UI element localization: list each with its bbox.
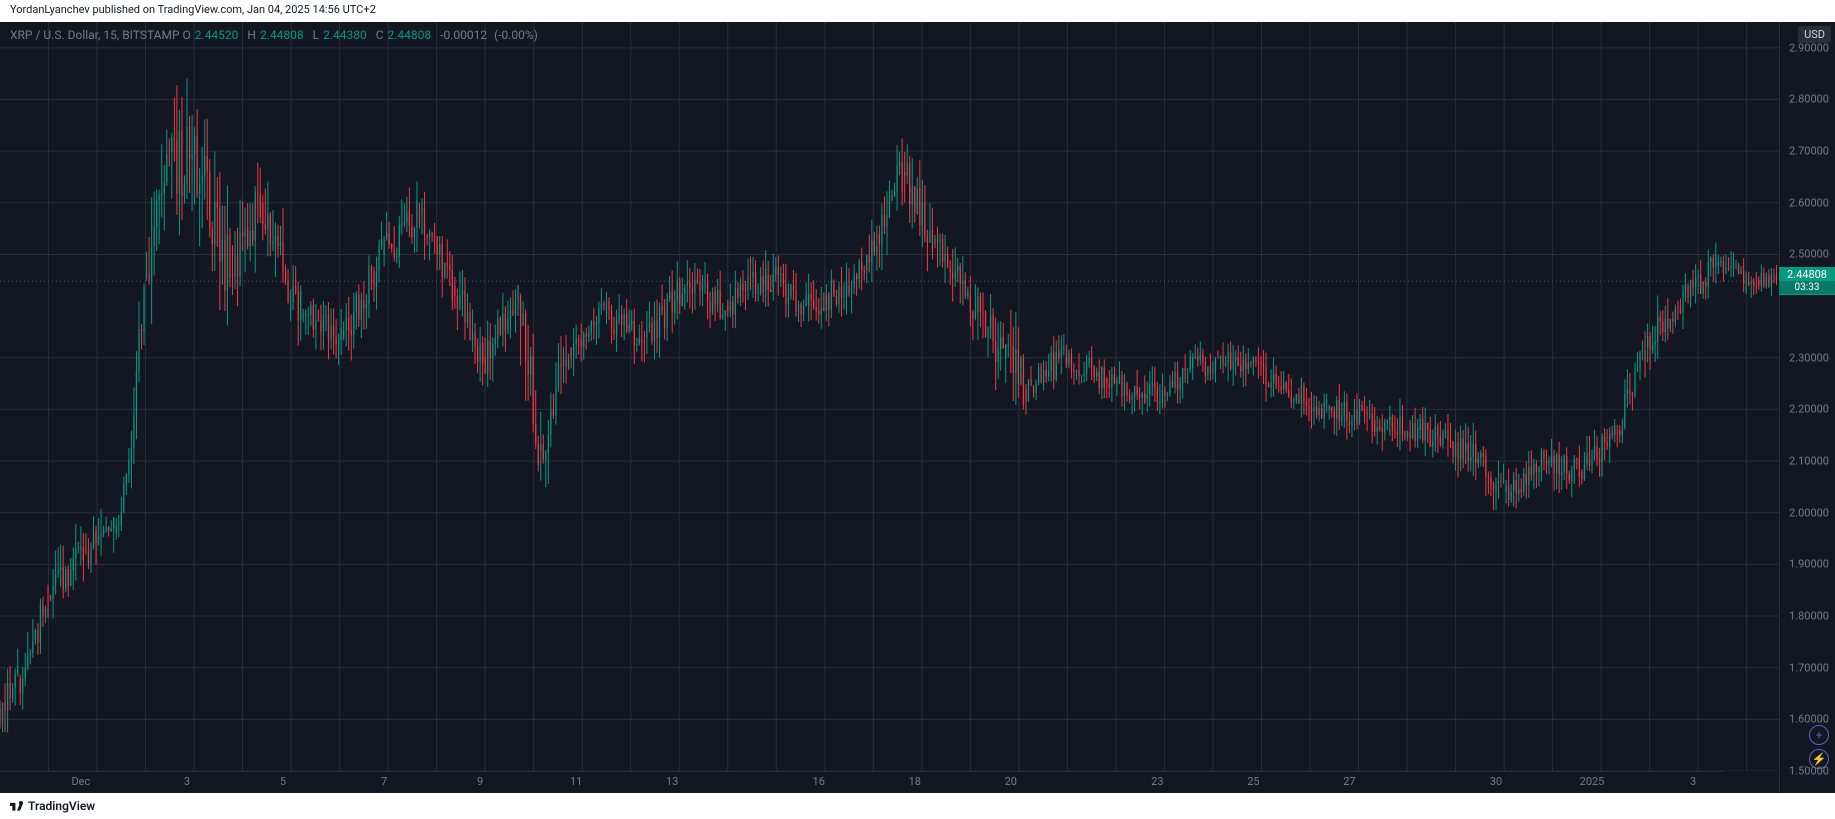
x-tick-label: 20 — [1005, 775, 1017, 788]
x-tick-label: 3 — [1690, 775, 1696, 788]
chart-plot-area[interactable]: XRP / U.S. Dollar, 15, BITSTAMP O 2.44520… — [0, 22, 1779, 793]
x-tick-label: Dec — [71, 775, 90, 788]
x-tick-label: 25 — [1247, 775, 1259, 788]
ohlc-c-value: 2.44808 — [388, 28, 432, 42]
x-tick-label: 3 — [184, 775, 190, 788]
y-tick-label: 1.80000 — [1789, 610, 1829, 623]
ohlc-o-label: O — [183, 28, 191, 42]
x-tick-label: 2025 — [1580, 775, 1605, 788]
x-tick-label: 11 — [570, 775, 582, 788]
publish-info-bar: YordanLyanchev published on TradingView.… — [0, 0, 1835, 22]
ohlc-o-value: 2.44520 — [195, 28, 239, 42]
x-tick-label: 27 — [1343, 775, 1355, 788]
y-tick-label: 1.90000 — [1789, 558, 1829, 571]
countdown-value: 03:33 — [1779, 281, 1835, 294]
chart-svg[interactable] — [0, 22, 1779, 771]
change-pct-value: (-0.00%) — [494, 28, 538, 42]
footer-bar: TradingView — [0, 793, 1835, 819]
tradingview-logo-icon — [10, 799, 24, 813]
chart-legend: XRP / U.S. Dollar, 15, BITSTAMP O 2.44520… — [10, 28, 538, 42]
y-tick-label: 2.80000 — [1789, 93, 1829, 106]
footer-brand[interactable]: TradingView — [28, 799, 95, 813]
y-tick-label: 2.60000 — [1789, 196, 1829, 209]
x-tick-label: 18 — [909, 775, 921, 788]
x-tick-label: 30 — [1490, 775, 1502, 788]
x-axis[interactable]: Dec 3 5 7 9 11 13 16 18 20 23 25 27 30 2025 3 — [0, 771, 1723, 793]
ohlc-h-value: 2.44808 — [260, 28, 304, 42]
publish-text: YordanLyanchev published on TradingView.… — [10, 3, 376, 16]
change-value: -0.00012 — [440, 28, 487, 42]
x-tick-label: 9 — [477, 775, 483, 788]
ohlc-l-value: 2.44380 — [323, 28, 367, 42]
y-tick-label: 1.50000 — [1789, 765, 1829, 778]
y-tick-label: 2.30000 — [1789, 351, 1829, 364]
y-tick-label: 2.00000 — [1789, 506, 1829, 519]
symbol-label[interactable]: XRP / U.S. Dollar, 15, BITSTAMP — [10, 28, 180, 42]
ohlc-l-label: L — [313, 28, 319, 42]
y-tick-label: 2.20000 — [1789, 403, 1829, 416]
last-price-tag: 2.4480803:33 — [1779, 267, 1835, 295]
y-tick-label: 2.10000 — [1789, 455, 1829, 468]
y-tick-label: 2.50000 — [1789, 248, 1829, 261]
y-tick-label: 2.90000 — [1789, 41, 1829, 54]
x-tick-label: 23 — [1151, 775, 1163, 788]
plus-icon: + — [1816, 728, 1823, 742]
y-tick-label: 1.70000 — [1789, 661, 1829, 674]
x-tick-label: 16 — [813, 775, 825, 788]
ohlc-h-label: H — [247, 28, 256, 42]
x-tick-label: 5 — [280, 775, 286, 788]
x-tick-label: 7 — [381, 775, 387, 788]
last-price-value: 2.44808 — [1779, 268, 1835, 281]
y-tick-label: 2.70000 — [1789, 145, 1829, 158]
x-tick-label: 13 — [666, 775, 678, 788]
y-axis[interactable]: USD + ⚡ 2.900002.800002.700002.600002.50… — [1779, 22, 1835, 793]
y-tick-label: 1.60000 — [1789, 713, 1829, 726]
ohlc-c-label: C — [376, 28, 384, 42]
chart-pane: XRP / U.S. Dollar, 15, BITSTAMP O 2.44520… — [0, 22, 1835, 793]
add-indicator-button[interactable]: + — [1809, 725, 1829, 745]
